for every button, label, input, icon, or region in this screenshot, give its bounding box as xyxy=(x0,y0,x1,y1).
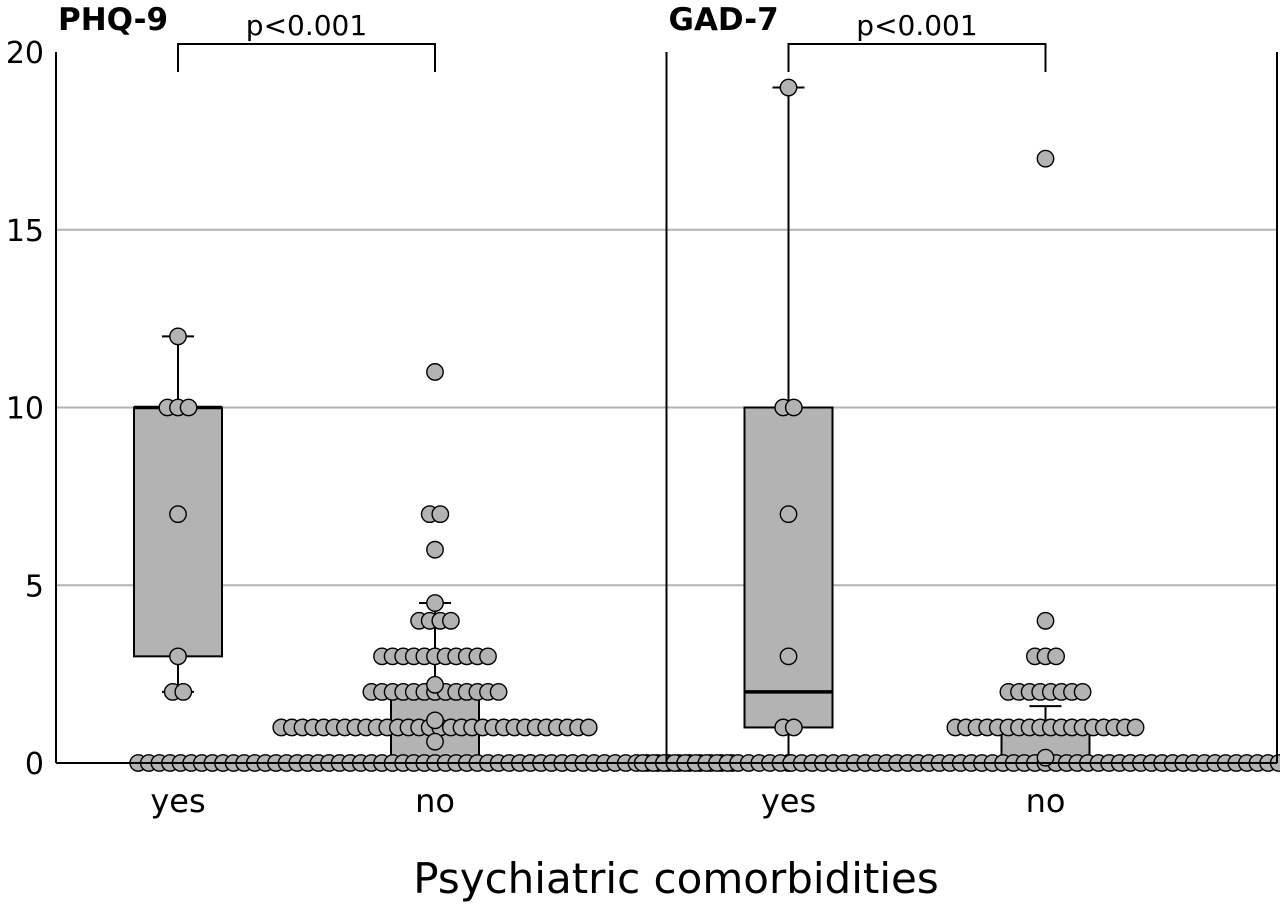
data-point xyxy=(479,647,497,666)
group-yes: yes xyxy=(743,78,834,820)
group-no: no xyxy=(633,149,1280,820)
data-point xyxy=(426,675,444,694)
data-point xyxy=(784,398,803,417)
data-point xyxy=(169,505,187,524)
panels: PHQ-9 p<0.001 yes no GAD-7 p<0.001 yes no xyxy=(58,2,1280,820)
data-point xyxy=(1036,149,1055,168)
data-point xyxy=(426,540,444,559)
y-tick-label: 10 xyxy=(6,392,44,427)
box xyxy=(133,406,223,658)
x-tick-label: no xyxy=(1026,782,1066,820)
panel-title: PHQ-9 xyxy=(58,2,168,38)
data-point xyxy=(779,505,798,524)
x-axis-title: Psychiatric comorbidities xyxy=(413,854,938,903)
data-point xyxy=(169,647,187,666)
significance-label: p<0.001 xyxy=(246,9,367,42)
x-tick-label: no xyxy=(415,782,455,820)
panel-phq-9: PHQ-9 p<0.001 yes no xyxy=(58,2,741,820)
data-point xyxy=(1036,748,1055,767)
x-tick-label: yes xyxy=(150,782,205,820)
data-point xyxy=(779,78,798,97)
significance-bracket xyxy=(787,43,1047,72)
data-point xyxy=(426,711,444,730)
y-axis: 0 5 10 15 20 xyxy=(6,36,1278,782)
data-point xyxy=(779,647,798,666)
y-tick-label: 0 xyxy=(25,747,44,782)
panel-gad-7: GAD-7 p<0.001 yes no xyxy=(633,2,1280,820)
panel-title: GAD-7 xyxy=(669,2,779,38)
y-tick-label: 20 xyxy=(6,36,44,71)
significance-bracket xyxy=(177,43,436,72)
y-tick-label: 15 xyxy=(6,214,44,249)
data-point xyxy=(179,398,198,417)
data-point xyxy=(1073,683,1092,701)
group-yes: yes xyxy=(133,327,223,820)
significance-label: p<0.001 xyxy=(856,9,977,42)
data-point xyxy=(169,327,187,346)
data-point xyxy=(784,718,803,737)
data-point xyxy=(426,732,444,751)
data-point xyxy=(1036,611,1055,630)
y-tick-label: 5 xyxy=(25,569,44,604)
data-point xyxy=(441,611,460,630)
data-point xyxy=(1126,718,1145,737)
data-point xyxy=(426,594,444,612)
box xyxy=(743,406,834,729)
data-point xyxy=(431,505,450,524)
x-tick-label: yes xyxy=(761,782,816,820)
data-point xyxy=(1047,647,1066,666)
data-point xyxy=(489,683,508,701)
data-point xyxy=(579,718,598,737)
data-point xyxy=(174,683,193,701)
data-point xyxy=(426,363,444,381)
